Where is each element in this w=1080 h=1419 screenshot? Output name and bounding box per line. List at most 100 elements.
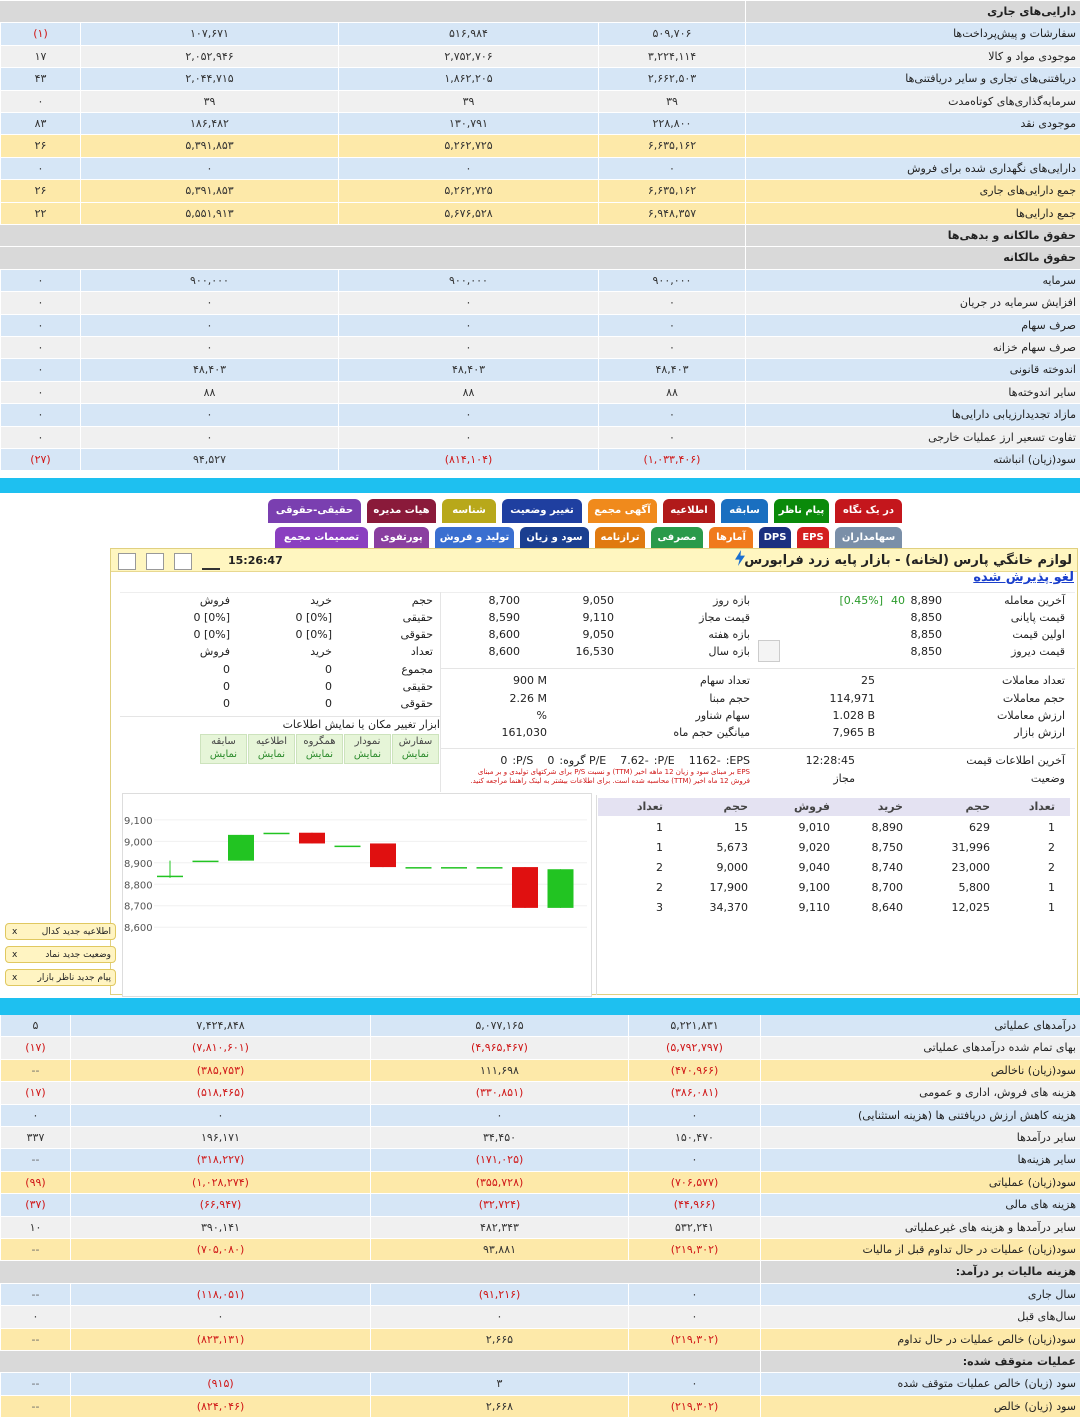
tab[interactable]: تغییر وضعیت [502,499,582,523]
tool-button[interactable]: اطلاعیه نمایش [248,734,295,764]
row-label: عملیات متوقف شده: [760,1351,1080,1373]
table-cell: ۸۸ [338,381,598,404]
table-cell: ۰ [80,292,338,314]
icon[interactable] [118,553,136,570]
icon[interactable] [202,553,220,570]
info-value: 7,965 B [832,726,875,739]
tab[interactable]: اطلاعیه [663,499,715,523]
table-cell: (۷۰۶,۵۷۷) [628,1171,760,1194]
table-row: حقوق مالکانه [0,247,1080,270]
notification[interactable]: x پیام جدید ناظر بازار [5,969,116,986]
tab[interactable]: شناسه [442,499,496,523]
row-label: مازاد تجدیدارزیابی دارایی‌ها [745,404,1080,426]
tab[interactable]: پیام ناظر [774,499,829,523]
y-tick-label: 9,100 [124,816,153,827]
table-cell: (۸۲۴,۰۴۶) [70,1395,370,1418]
order-book-cell: 8,750 [871,841,904,854]
tab[interactable]: DPS [759,527,791,548]
status-link[interactable]: لغو پذیرش شده [973,570,1074,585]
table-cell: ۵,۶۷۶,۵۲۸ [338,202,598,224]
table-cell: ۴۸,۴۰۳ [338,359,598,381]
table-row: عملیات متوقف شده: [0,1351,1080,1374]
tab[interactable]: آمارها [709,527,753,548]
table-cell: -- [0,1239,70,1261]
tool-button[interactable]: سابقه نمایش [200,734,247,764]
row-label: سود(زیان) ناخالص [760,1059,1080,1082]
row-label: جمع دارایی‌های جاری [745,180,1080,202]
table-row: موجودی نقد ۲۲۸,۸۰۰ ۱۳۰,۷۹۱ ۱۸۶,۴۸۲ ۸۳ [0,113,1080,136]
notification[interactable]: x وضعیت جدید نماد [5,946,116,963]
info-label: قیمت مجاز [699,611,750,624]
ratio-note: فروش 12 ماه اخیر (TTM) محاسبه شده است. ب… [470,777,750,785]
table-cell: ۰ [628,1373,760,1395]
row-label: سود(زیان) عملیاتی [760,1171,1080,1194]
table-cell: ۰ [598,157,745,180]
table-row: صرف سهام ۰ ۰ ۰ ۰ [0,314,1080,337]
table-cell: ۰ [80,426,338,448]
notification-close: x [12,927,18,937]
table-cell: ۵,۲۶۲,۷۲۵ [338,180,598,202]
order-book-cell: 15 [734,821,748,834]
tab[interactable]: هیات مدیره [367,499,436,523]
icon[interactable] [174,553,192,570]
tab[interactable]: تولید و فروش [435,527,514,548]
table-cell: ۱۳۰,۷۹۱ [338,113,598,135]
tab[interactable]: پورتفوی [374,527,429,548]
tool-action: نمایش [305,749,334,760]
table-cell: (۹۱,۲۱۶) [370,1283,628,1306]
flow-cell: حقوقی [400,628,433,641]
table-cell: ۶,۹۴۸,۳۵۷ [598,202,745,224]
tool-button[interactable]: نمودار نمایش [344,734,391,764]
table-cell: (۱۷۱,۰۲۵) [370,1149,628,1171]
ratio-label: P/E گروه: [559,754,607,767]
notification-label: وضعیت جدید نماد [45,950,111,960]
order-book-cell: 31,996 [951,841,991,854]
order-book-cell: 34,370 [709,901,749,914]
tab[interactable]: EPS [797,527,829,548]
table-cell: ۵,۰۷۷,۱۶۵ [370,1015,628,1037]
table-cell: ۴۸۲,۳۴۳ [370,1216,628,1238]
table-cell: ۹۰۰,۰۰۰ [598,269,745,292]
table-row: دارایی‌های نگهداری شده برای فروش ۰ ۰ ۰ ۰ [0,157,1080,181]
tab[interactable]: در یک نگاه [835,499,902,523]
info-label: تعداد سهام [699,674,750,687]
row-label: سود (زیان) خالص عملیات متوقف شده [760,1373,1080,1395]
table-cell: ۲,۰۵۲,۹۴۶ [80,45,338,68]
table-row: دارایی‌های جاری [0,1,1080,24]
info-value: 8,700 [488,594,521,607]
clock: 15:26:47 [228,554,283,567]
row-label: سود(زیان) خالص عملیات در حال تداوم [760,1328,1080,1350]
tab[interactable]: تصمیمات مجمع [275,527,368,548]
tab[interactable]: سابقه [721,499,768,523]
notification[interactable]: x اطلاعیه جدید کدال [5,923,116,940]
tab[interactable]: سود و زیان [520,527,589,548]
tool-button[interactable]: سفارش نمایش [392,734,439,764]
row-label: حقوق مالکانه [745,247,1080,269]
tab[interactable]: ترازنامه [595,527,645,548]
tool-label: سفارش [398,736,433,747]
row-label: سایر درآمدها و هزینه های غیرعملیاتی [760,1216,1080,1238]
table-row: بهای تمام شده درآمدهای عملیاتی (۵,۷۹۲,۷۹۷… [0,1037,1080,1060]
tab[interactable]: حقیقی-حقوقی [268,499,361,523]
row-label: صرف سهام [745,314,1080,336]
tab[interactable]: مصرفی [651,527,703,548]
table-cell: ۲,۰۴۴,۷۱۵ [80,68,338,90]
divider [120,716,440,717]
icon[interactable] [146,553,164,570]
info-value: 900 M [513,674,547,687]
tab[interactable]: سهامداران [835,527,902,548]
info-value: % [536,709,547,722]
table-cell: ۰ [598,426,745,448]
row-label: هزینه های مالی [760,1194,1080,1216]
info-value: 2.26 M [509,692,547,705]
table-cell: ۹۰۰,۰۰۰ [338,269,598,292]
tab[interactable]: آگهی مجمع [588,499,657,523]
info-value: 1.028 B [832,709,875,722]
order-book-cell: 8,890 [871,821,904,834]
candle-body [512,867,538,908]
tool-button[interactable]: همگروه نمایش [296,734,343,764]
icon[interactable] [758,640,780,662]
table-cell: (۳۸۶,۰۸۱) [628,1082,760,1104]
table-row: ۶,۶۳۵,۱۶۲ ۵,۲۶۲,۷۲۵ ۵,۳۹۱,۸۵۳ ۲۶ [0,135,1080,158]
table-cell: ۵,۲۲۱,۸۳۱ [628,1015,760,1037]
